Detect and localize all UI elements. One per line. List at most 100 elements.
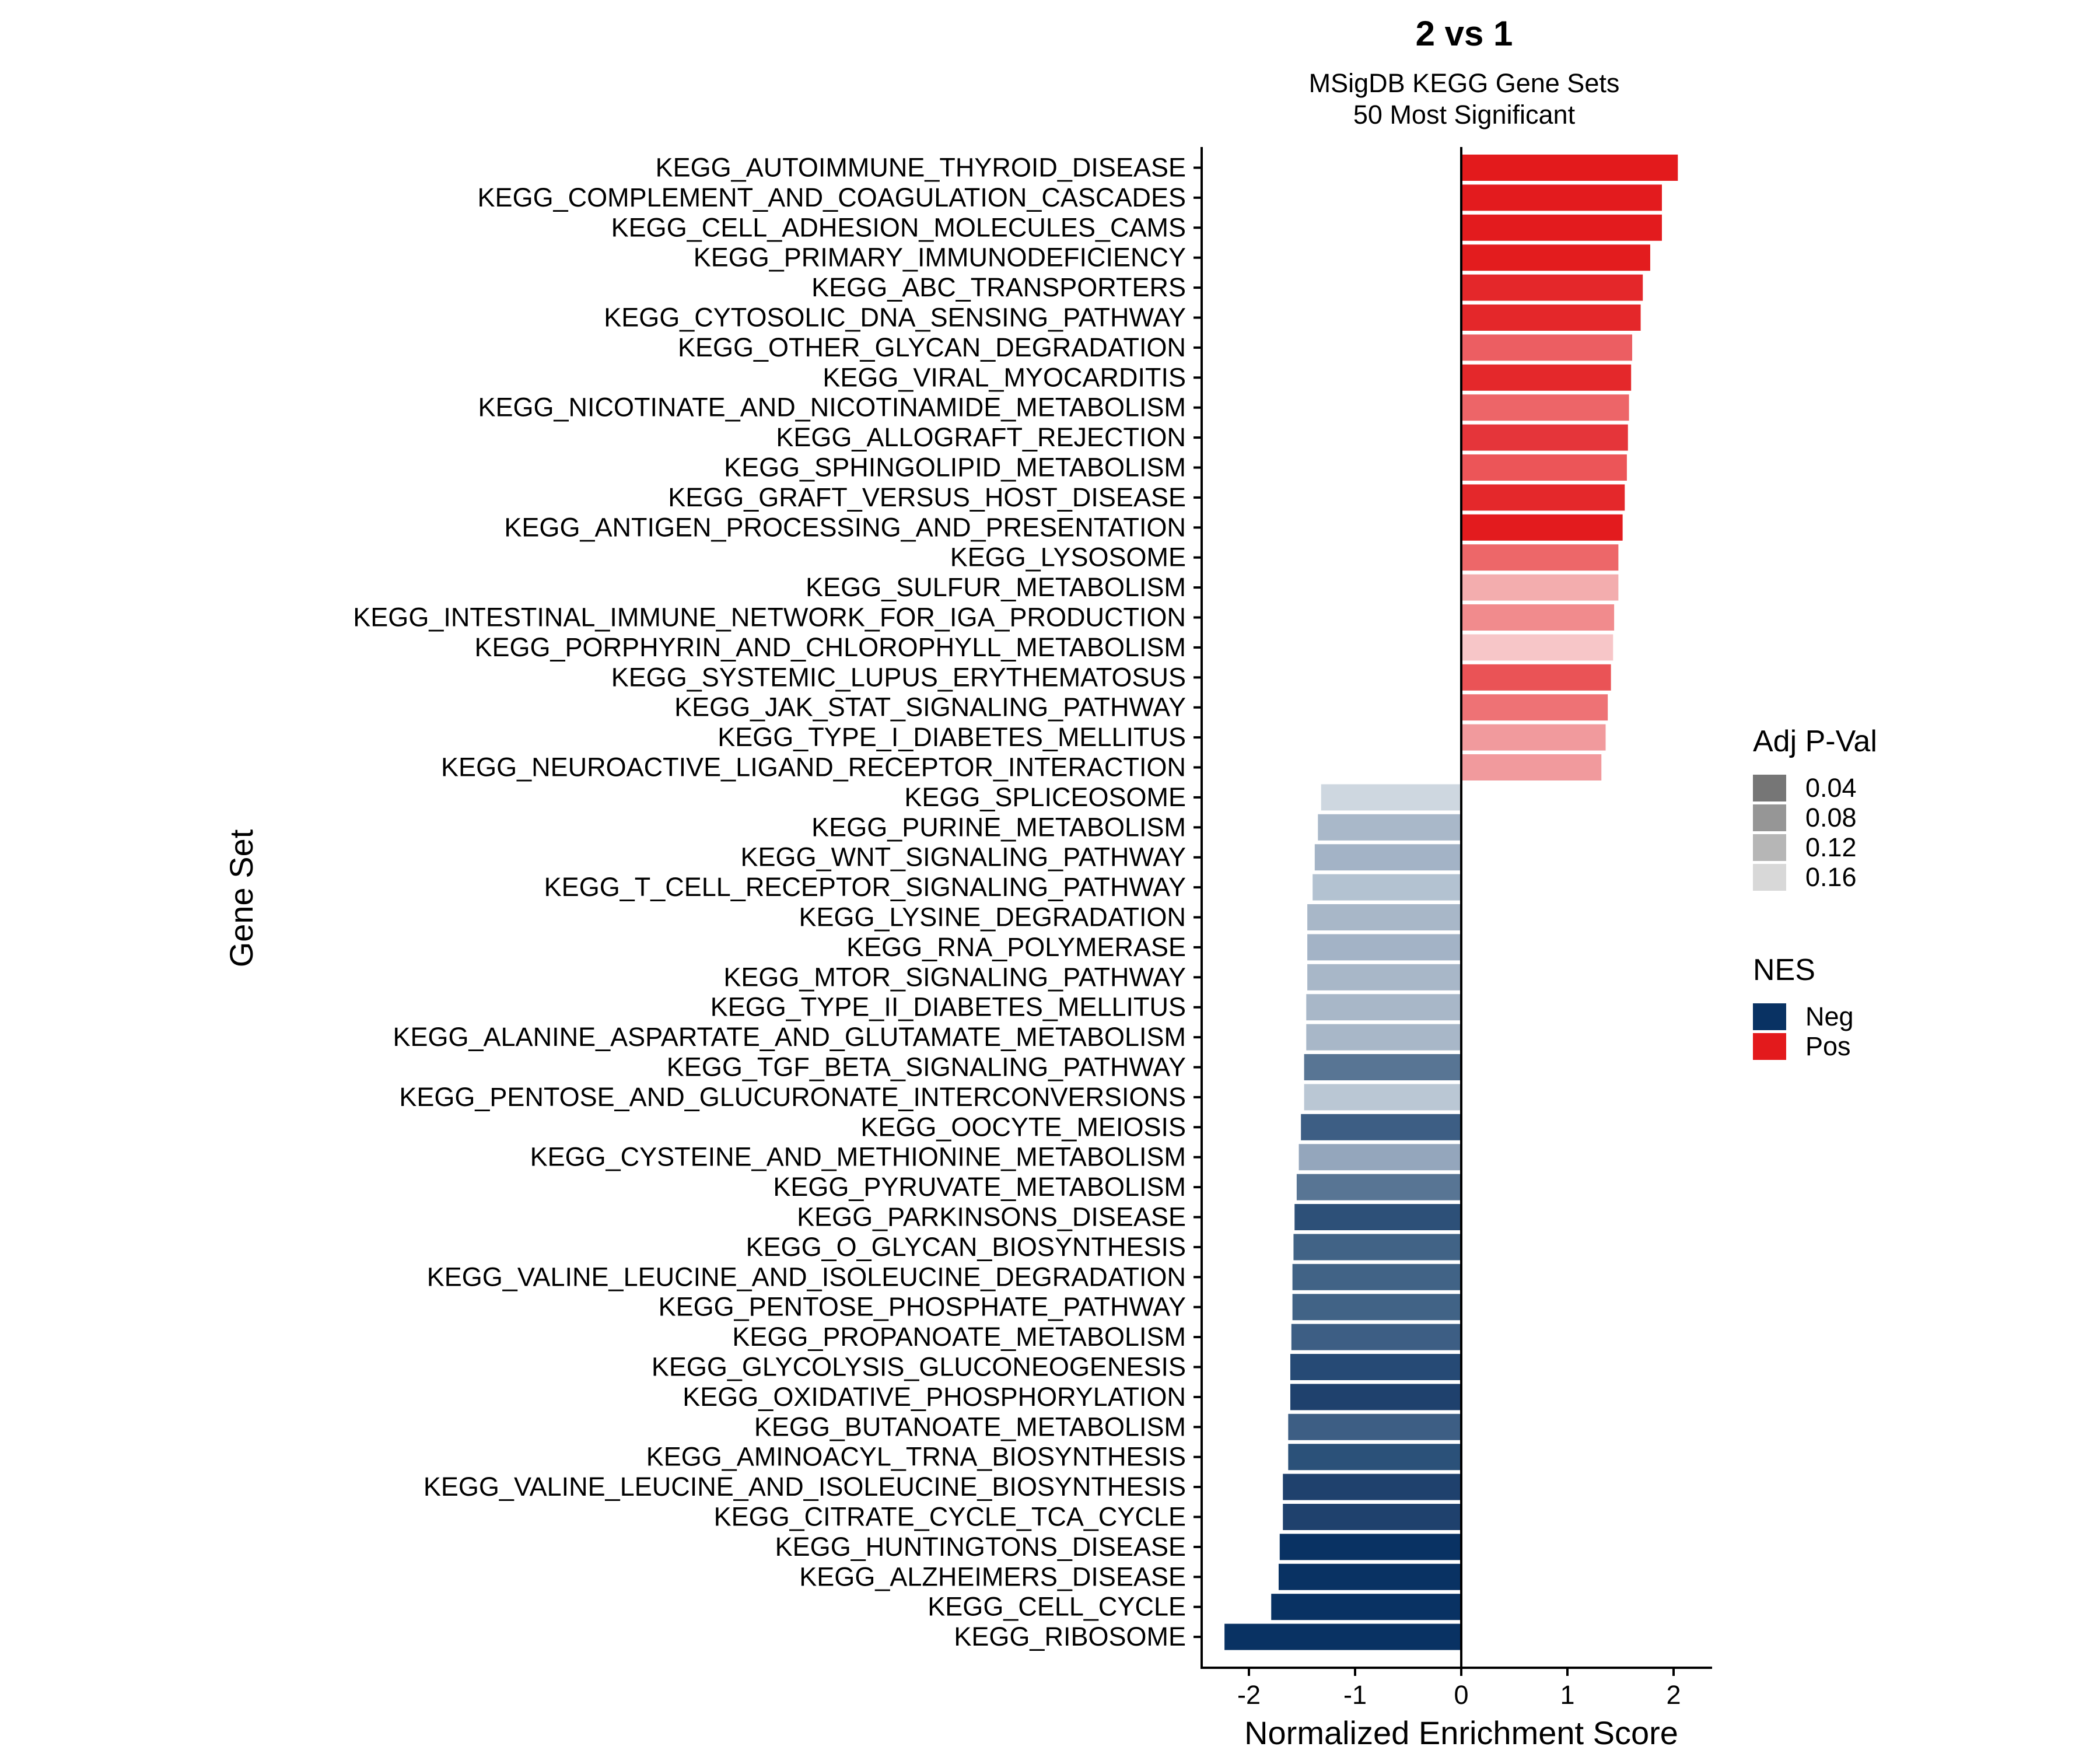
y-tick-label: KEGG_VALINE_LEUCINE_AND_ISOLEUCINE_BIOSY… — [424, 1472, 1186, 1502]
bar-kegg-parkinsons-disease — [1294, 1204, 1461, 1230]
y-tick-label: KEGG_RNA_POLYMERASE — [846, 932, 1186, 962]
x-tick-label: -1 — [1343, 1680, 1367, 1710]
bar-kegg-o-glycan-biosynthesis — [1293, 1234, 1461, 1261]
y-tick-label: KEGG_NICOTINATE_AND_NICOTINAMIDE_METABOL… — [478, 393, 1186, 422]
y-tick-label: KEGG_CELL_ADHESION_MOLECULES_CAMS — [611, 212, 1186, 242]
x-tick-label: 2 — [1666, 1680, 1681, 1710]
y-tick-label: KEGG_GLYCOLYSIS_GLUCONEOGENESIS — [652, 1352, 1186, 1382]
bar-kegg-cell-cycle — [1271, 1594, 1461, 1620]
bar-kegg-t-cell-receptor-signaling-pathway — [1312, 874, 1461, 901]
y-tick-label: KEGG_ABC_TRANSPORTERS — [811, 272, 1186, 302]
bar-kegg-neuroactive-ligand-receptor-interaction — [1461, 754, 1602, 780]
y-tick-label: KEGG_ALZHEIMERS_DISEASE — [799, 1562, 1186, 1591]
y-tick-label: KEGG_HUNTINGTONS_DISEASE — [775, 1532, 1186, 1562]
y-tick-label: KEGG_NEUROACTIVE_LIGAND_RECEPTOR_INTERAC… — [441, 752, 1186, 782]
bar-kegg-purine-metabolism — [1318, 814, 1461, 841]
y-tick-label: KEGG_WNT_SIGNALING_PATHWAY — [741, 842, 1186, 872]
y-tick-label: KEGG_TYPE_I_DIABETES_MELLITUS — [718, 722, 1186, 752]
y-tick-label: KEGG_CELL_CYCLE — [928, 1592, 1186, 1622]
bar-kegg-abc-transporters — [1461, 274, 1643, 301]
bar-kegg-pentose-and-glucuronate-interconversions — [1304, 1084, 1461, 1111]
bar-kegg-sulfur-metabolism — [1461, 574, 1619, 601]
legend-entry-label: 0.16 — [1805, 862, 1857, 892]
y-tick-label: KEGG_MTOR_SIGNALING_PATHWAY — [723, 962, 1186, 992]
bar-kegg-graft-versus-host-disease — [1461, 484, 1625, 511]
legend-key-swatch — [1753, 864, 1786, 891]
legend-entry-label: Pos — [1805, 1031, 1851, 1061]
y-axis-title: Gene Set — [223, 829, 260, 967]
y-tick-label: KEGG_GRAFT_VERSUS_HOST_DISEASE — [668, 482, 1186, 512]
bar-kegg-complement-and-coagulation-cascades — [1461, 184, 1662, 211]
chart-subtitle-line-1: MSigDB KEGG Gene Sets — [1309, 68, 1620, 98]
bar-kegg-nicotinate-and-nicotinamide-metabolism — [1461, 394, 1629, 421]
legend-entry-label: 0.04 — [1805, 773, 1857, 803]
y-tick-label: KEGG_RIBOSOME — [954, 1622, 1186, 1651]
y-tick-label: KEGG_PORPHYRIN_AND_CHLOROPHYLL_METABOLIS… — [474, 632, 1186, 662]
y-tick-label: KEGG_TGF_BETA_SIGNALING_PATHWAY — [667, 1052, 1186, 1082]
y-tick-label: KEGG_AMINOACYL_TRNA_BIOSYNTHESIS — [646, 1442, 1186, 1472]
bar-kegg-systemic-lupus-erythematosus — [1461, 664, 1611, 691]
y-tick-label: KEGG_INTESTINAL_IMMUNE_NETWORK_FOR_IGA_P… — [353, 603, 1186, 632]
y-tick-label: KEGG_COMPLEMENT_AND_COAGULATION_CASCADES — [478, 183, 1186, 212]
legend-entry-label: 0.12 — [1805, 832, 1857, 862]
y-tick-label: KEGG_PYRUVATE_METABOLISM — [773, 1172, 1186, 1202]
bar-kegg-huntingtons-disease — [1279, 1534, 1461, 1560]
bar-kegg-wnt-signaling-pathway — [1314, 844, 1461, 871]
bar-kegg-spliceosome — [1321, 784, 1461, 811]
legend-entry-label: 0.08 — [1805, 803, 1857, 832]
bar-kegg-alanine-aspartate-and-glutamate-metabolism — [1306, 1024, 1461, 1051]
bar-kegg-cytosolic-dna-sensing-pathway — [1461, 304, 1641, 331]
y-tick-label: KEGG_ALLOGRAFT_REJECTION — [776, 422, 1186, 452]
bar-kegg-type-i-diabetes-mellitus — [1461, 724, 1606, 751]
y-tick-label: KEGG_PROPANOATE_METABOLISM — [732, 1322, 1186, 1352]
bar-kegg-type-ii-diabetes-mellitus — [1306, 994, 1461, 1021]
bar-kegg-jak-stat-signaling-pathway — [1461, 694, 1608, 721]
y-tick-label: KEGG_PENTOSE_AND_GLUCURONATE_INTERCONVER… — [399, 1082, 1186, 1112]
y-tick-label: KEGG_CYTOSOLIC_DNA_SENSING_PATHWAY — [604, 303, 1186, 332]
legend-key-swatch — [1753, 834, 1786, 861]
bar-kegg-autoimmune-thyroid-disease — [1461, 155, 1678, 181]
y-tick-label: KEGG_SULFUR_METABOLISM — [806, 572, 1186, 602]
bar-kegg-intestinal-immune-network-for-iga-production — [1461, 604, 1615, 631]
y-tick-label: KEGG_PURINE_METABOLISM — [811, 812, 1186, 842]
y-tick-label: KEGG_ALANINE_ASPARTATE_AND_GLUTAMATE_MET… — [393, 1022, 1186, 1052]
y-tick-label: KEGG_SYSTEMIC_LUPUS_ERYTHEMATOSUS — [611, 662, 1186, 692]
y-tick-label: KEGG_ANTIGEN_PROCESSING_AND_PRESENTATION — [504, 512, 1186, 542]
y-tick-labels-group: KEGG_AUTOIMMUNE_THYROID_DISEASEKEGG_COMP… — [353, 153, 1186, 1652]
y-tick-label: KEGG_JAK_STAT_SIGNALING_PATHWAY — [674, 692, 1186, 722]
bar-kegg-porphyrin-and-chlorophyll-metabolism — [1461, 634, 1614, 661]
bar-kegg-allograft-rejection — [1461, 424, 1628, 451]
bar-kegg-alzheimers-disease — [1278, 1563, 1461, 1590]
bar-kegg-antigen-processing-and-presentation — [1461, 514, 1623, 541]
y-tick-label: KEGG_BUTANOATE_METABOLISM — [754, 1412, 1186, 1441]
x-tick-label: 1 — [1560, 1680, 1574, 1710]
y-tick-label: KEGG_SPLICEOSOME — [904, 782, 1186, 812]
bar-kegg-viral-myocarditis — [1461, 364, 1632, 391]
legend-key-swatch — [1753, 1003, 1786, 1030]
y-tick-label: KEGG_O_GLYCAN_BIOSYNTHESIS — [746, 1232, 1186, 1262]
y-tick-label: KEGG_LYSOSOME — [950, 542, 1186, 572]
bar-kegg-primary-immunodeficiency — [1461, 244, 1650, 271]
bar-kegg-valine-leucine-and-isoleucine-biosynthesis — [1283, 1474, 1461, 1500]
bars-group — [1224, 155, 1678, 1650]
bar-kegg-oxidative-phosphorylation — [1290, 1384, 1461, 1410]
y-tick-label: KEGG_AUTOIMMUNE_THYROID_DISEASE — [656, 153, 1186, 183]
y-tick-label: KEGG_VALINE_LEUCINE_AND_ISOLEUCINE_DEGRA… — [427, 1262, 1186, 1292]
y-tick-label: KEGG_SPHINGOLIPID_METABOLISM — [724, 453, 1186, 482]
legend-key-swatch — [1753, 804, 1786, 831]
bar-kegg-cell-adhesion-molecules-cams — [1461, 214, 1662, 241]
y-tick-label: KEGG_T_CELL_RECEPTOR_SIGNALING_PATHWAY — [544, 872, 1186, 902]
legend-key-swatch — [1753, 1033, 1786, 1060]
legend-title-nes: NES — [1753, 953, 1815, 987]
y-ticks-group — [1194, 166, 1202, 1639]
bar-kegg-butanoate-metabolism — [1288, 1413, 1461, 1440]
y-tick-label: KEGG_OTHER_GLYCAN_DEGRADATION — [678, 332, 1186, 362]
bar-kegg-ribosome — [1224, 1623, 1461, 1650]
bar-kegg-citrate-cycle-tca-cycle — [1283, 1504, 1461, 1530]
bar-kegg-pentose-phosphate-pathway — [1292, 1294, 1461, 1321]
legend-key-swatch — [1753, 775, 1786, 802]
bar-kegg-cysteine-and-methionine-metabolism — [1298, 1144, 1461, 1171]
bar-kegg-valine-leucine-and-isoleucine-degradation — [1292, 1264, 1461, 1290]
bar-kegg-oocyte-meiosis — [1301, 1114, 1461, 1140]
